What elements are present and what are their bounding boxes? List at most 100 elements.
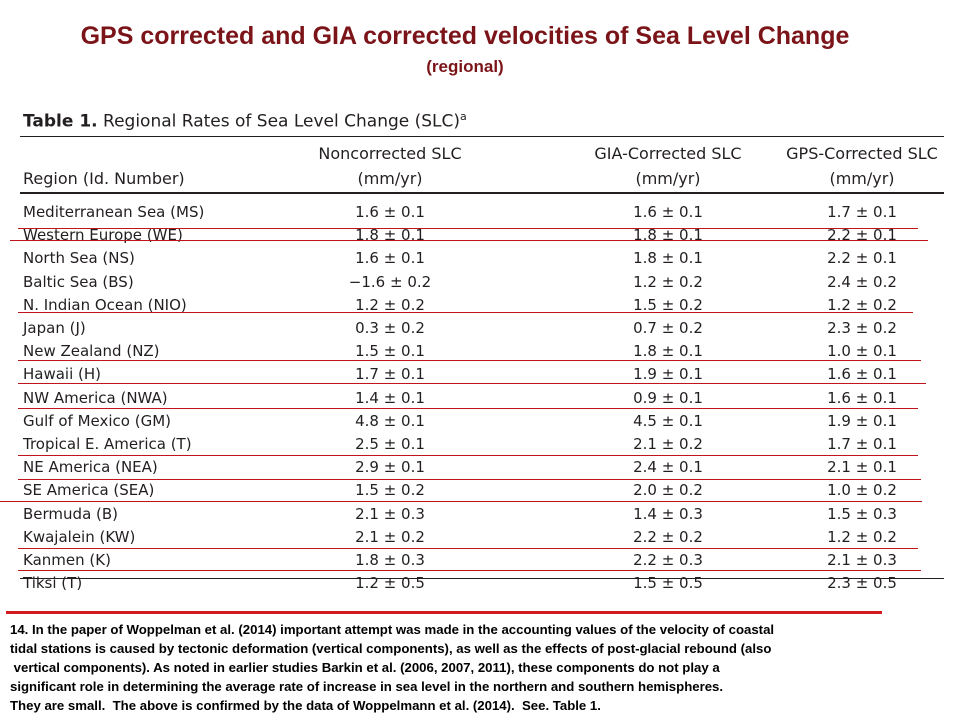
table-row: Mediterranean Sea (MS) 1.6 ± 0.1 1.6 ± 0.1… <box>8 200 948 223</box>
row-gps-value: 2.2 ± 0.1 <box>827 226 897 245</box>
table-caption-text: Regional Rates of Sea Level Change (SLC) <box>103 111 461 132</box>
red-underline <box>18 360 921 361</box>
header-region: Region (Id. Number) <box>23 166 185 191</box>
row-gia-value: 0.9 ± 0.1 <box>633 388 703 407</box>
row-noncorrected-value: 1.5 ± 0.1 <box>355 342 425 361</box>
row-noncorrected-value: 2.1 ± 0.3 <box>355 504 425 523</box>
table-row: Gulf of Mexico (GM) 4.8 ± 0.1 4.5 ± 0.1 1.9… <box>8 409 948 432</box>
table-row: New Zealand (NZ) 1.5 ± 0.1 1.8 ± 0.1 1.0 ± … <box>8 339 948 362</box>
row-noncorrected-value: 1.8 ± 0.1 <box>355 226 425 245</box>
table-row: Kwajalein (KW) 2.1 ± 0.2 2.2 ± 0.2 1.2 ± 0.… <box>8 525 948 548</box>
header-gia-title: GIA-Corrected SLC <box>594 144 742 163</box>
row-gia-value: 1.5 ± 0.5 <box>633 574 703 593</box>
row-region: Tiksi (T) <box>23 574 83 593</box>
row-gia-value: 1.6 ± 0.1 <box>633 203 703 221</box>
table-row: SE America (SEA) 1.5 ± 0.2 2.0 ± 0.2 1.0 ± … <box>8 478 948 501</box>
row-region: Baltic Sea (BS) <box>23 272 134 291</box>
table-row: Japan (J) 0.3 ± 0.2 0.7 ± 0.2 2.3 ± 0.2 <box>8 316 948 339</box>
table-row: Bermuda (B) 2.1 ± 0.3 1.4 ± 0.3 1.5 ± 0.3 <box>8 502 948 525</box>
row-gia-value: 2.2 ± 0.2 <box>633 527 703 546</box>
row-gps-value: 2.4 ± 0.2 <box>827 272 897 291</box>
header-gps: GPS-Corrected SLC (mm/yr) <box>772 141 952 191</box>
red-underline <box>18 548 918 549</box>
row-gps-value: 1.6 ± 0.1 <box>827 365 897 384</box>
red-underline <box>10 240 928 241</box>
row-gps-value: 2.1 ± 0.3 <box>827 551 897 569</box>
row-region: North Sea (NS) <box>23 249 135 268</box>
row-gps-value: 1.5 ± 0.3 <box>827 504 897 523</box>
footnote-line: tidal stations is caused by tectonic def… <box>10 641 772 656</box>
row-gps-value: 1.6 ± 0.1 <box>827 388 897 407</box>
row-region: Bermuda (B) <box>23 504 119 523</box>
table-row: Kanmen (K) 1.8 ± 0.3 2.2 ± 0.3 2.1 ± 0.3 <box>8 548 948 571</box>
row-region: Hawaii (H) <box>23 365 102 384</box>
table-top-rule <box>20 136 944 137</box>
row-gps-value: 1.0 ± 0.1 <box>827 342 897 361</box>
row-noncorrected-value: 4.8 ± 0.1 <box>355 411 425 430</box>
red-separator <box>6 611 882 614</box>
red-underline <box>18 383 926 384</box>
table-row: North Sea (NS) 1.6 ± 0.1 1.8 ± 0.1 2.2 ± 0.… <box>8 246 948 269</box>
row-noncorrected-value: 1.2 ± 0.2 <box>355 295 425 314</box>
row-gps-value: 1.7 ± 0.1 <box>827 435 897 453</box>
row-region: New Zealand (NZ) <box>23 342 160 361</box>
table-row: NE America (NEA) 2.9 ± 0.1 2.4 ± 0.1 2.1 ± … <box>8 455 948 478</box>
slide-title: GPS corrected and GIA corrected velociti… <box>80 22 850 50</box>
row-region: NE America (NEA) <box>23 458 158 477</box>
row-noncorrected-value: 0.3 ± 0.2 <box>355 319 425 337</box>
table-row: Western Europe (WE) 1.8 ± 0.1 1.8 ± 0.1 2.2… <box>8 223 948 246</box>
table-caption-label: Table 1. <box>23 111 98 132</box>
header-region-label: Region (Id. Number) <box>23 169 185 188</box>
row-gps-value: 1.0 ± 0.2 <box>827 481 897 500</box>
table-bottom-rule <box>20 578 944 579</box>
row-region: N. Indian Ocean (NIO) <box>23 295 187 314</box>
row-noncorrected-value: 1.4 ± 0.1 <box>355 388 425 407</box>
row-gia-value: 2.1 ± 0.2 <box>633 435 703 453</box>
table-row: Tiksi (T) 1.2 ± 0.5 1.5 ± 0.5 2.3 ± 0.5 <box>8 571 948 594</box>
row-gia-value: 1.8 ± 0.1 <box>633 249 703 268</box>
table-row: Hawaii (H) 1.7 ± 0.1 1.9 ± 0.1 1.6 ± 0.1 <box>8 362 948 385</box>
row-gia-value: 4.5 ± 0.1 <box>633 411 703 430</box>
header-gps-unit: (mm/yr) <box>829 169 895 188</box>
row-noncorrected-value: −1.6 ± 0.2 <box>348 272 432 291</box>
row-gia-value: 1.2 ± 0.2 <box>633 272 703 291</box>
table-caption: Table 1. Regional Rates of Sea Level Cha… <box>23 110 467 132</box>
row-gps-value: 2.2 ± 0.1 <box>827 249 897 268</box>
row-region: Tropical E. America (T) <box>23 435 192 453</box>
row-region: SE America (SEA) <box>23 481 155 500</box>
row-gia-value: 1.9 ± 0.1 <box>633 365 703 384</box>
sea-level-table: Table 1. Regional Rates of Sea Level Cha… <box>8 98 948 603</box>
red-underline <box>18 455 918 456</box>
row-gps-value: 2.1 ± 0.1 <box>827 458 897 477</box>
footnote: 14. In the paper of Woppelman et al. (20… <box>10 620 950 715</box>
table-caption-sup: a <box>460 110 467 123</box>
row-region: Kwajalein (KW) <box>23 527 136 546</box>
row-noncorrected-value: 1.5 ± 0.2 <box>355 481 425 500</box>
header-gia: GIA-Corrected SLC (mm/yr) <box>578 141 758 191</box>
row-region: NW America (NWA) <box>23 388 168 407</box>
row-region: Japan (J) <box>23 319 86 337</box>
row-gia-value: 1.5 ± 0.2 <box>633 295 703 314</box>
row-gps-value: 1.2 ± 0.2 <box>827 527 897 546</box>
row-noncorrected-value: 1.6 ± 0.1 <box>355 203 425 221</box>
header-noncorrected-title: Noncorrected SLC <box>318 144 462 163</box>
table-header-rule <box>20 192 944 194</box>
footnote-line: vertical components). As noted in earlie… <box>10 660 720 675</box>
red-underline <box>18 408 918 409</box>
row-region: Gulf of Mexico (GM) <box>23 411 171 430</box>
header-gps-title: GPS-Corrected SLC <box>786 144 938 163</box>
row-noncorrected-value: 1.2 ± 0.5 <box>355 574 425 593</box>
row-region: Kanmen (K) <box>23 551 111 569</box>
row-region: Mediterranean Sea (MS) <box>23 203 205 221</box>
header-noncorrected-unit: (mm/yr) <box>357 169 423 188</box>
row-gia-value: 2.0 ± 0.2 <box>633 481 703 500</box>
footnote-line: They are small. The above is confirmed b… <box>10 698 601 713</box>
row-gia-value: 1.8 ± 0.1 <box>633 342 703 361</box>
row-noncorrected-value: 1.8 ± 0.3 <box>355 551 425 569</box>
row-gps-value: 2.3 ± 0.2 <box>827 319 897 337</box>
row-gps-value: 2.3 ± 0.5 <box>827 574 897 593</box>
row-noncorrected-value: 1.6 ± 0.1 <box>355 249 425 268</box>
row-noncorrected-value: 1.7 ± 0.1 <box>355 365 425 384</box>
table-row: NW America (NWA) 1.4 ± 0.1 0.9 ± 0.1 1.6 ± … <box>8 386 948 409</box>
header-noncorrected: Noncorrected SLC (mm/yr) <box>300 141 480 191</box>
